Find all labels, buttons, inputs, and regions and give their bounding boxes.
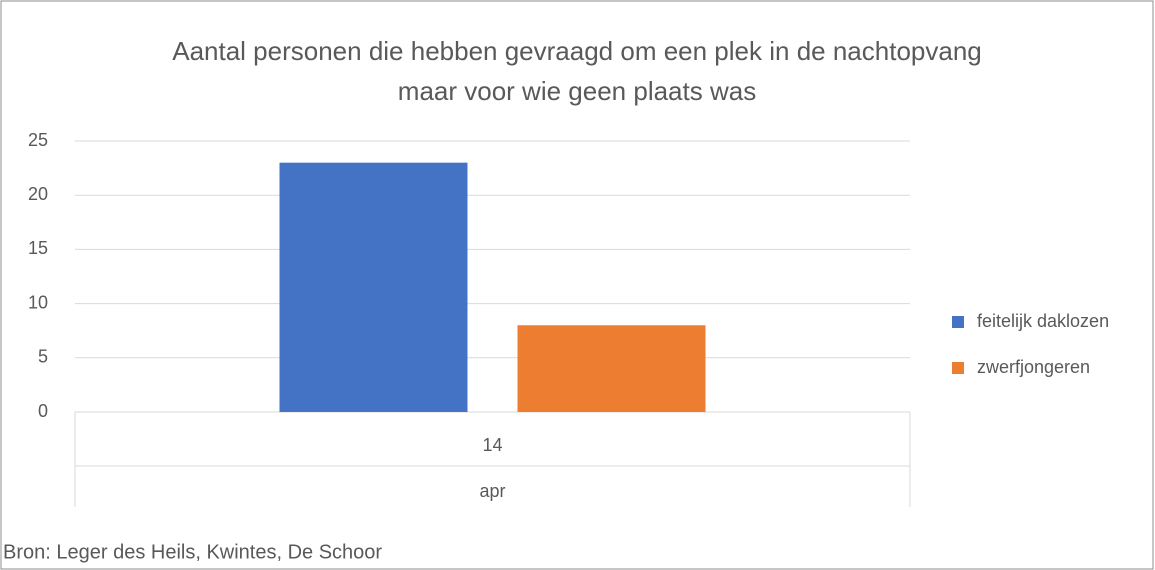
bar xyxy=(517,325,706,412)
y-tick-label: 5 xyxy=(38,347,48,367)
y-tick-label: 10 xyxy=(28,292,48,312)
source-note: Bron: Leger des Heils, Kwintes, De Schoo… xyxy=(3,541,382,563)
y-tick-label: 15 xyxy=(28,238,48,258)
y-tick-label: 0 xyxy=(38,401,48,421)
y-tick-label: 20 xyxy=(28,184,48,204)
legend-label: zwerfjongeren xyxy=(977,357,1090,377)
y-tick-label: 25 xyxy=(28,130,48,150)
chart-title: maar voor wie geen plaats was xyxy=(398,76,756,106)
x-tick-label: 14 xyxy=(482,435,502,455)
chart-title: Aantal personen die hebben gevraagd om e… xyxy=(172,36,982,66)
x-group-label: apr xyxy=(479,481,505,501)
legend-label: feitelijk daklozen xyxy=(977,311,1109,331)
legend-swatch xyxy=(952,362,964,374)
legend-swatch xyxy=(952,316,964,328)
bar xyxy=(279,162,468,412)
